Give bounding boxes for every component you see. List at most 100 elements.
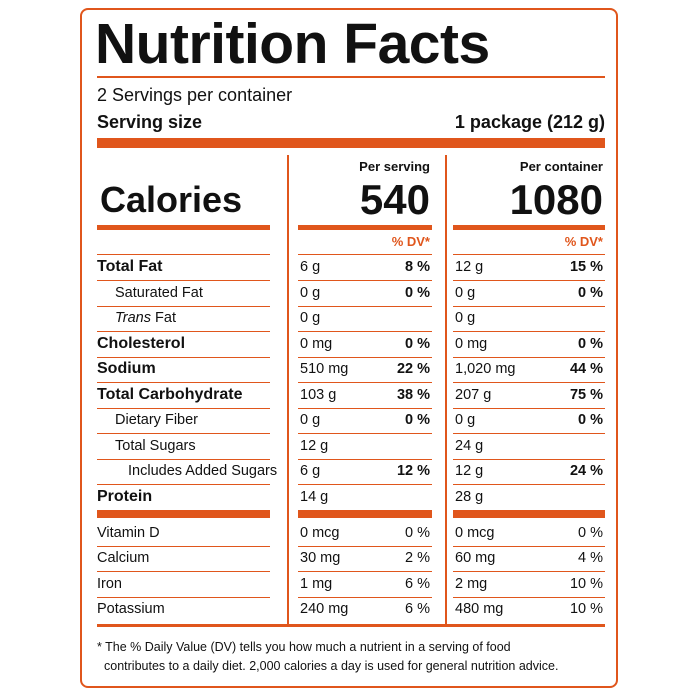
- thick-bar: [97, 138, 605, 148]
- amount: 240 mg: [300, 600, 349, 617]
- divider: [298, 596, 432, 598]
- amount: 0 g: [300, 412, 321, 428]
- amount: 0 mg: [455, 335, 488, 352]
- calories-value: 1080: [509, 176, 603, 223]
- nutrient-label-text: Total Carbohydrate: [97, 385, 243, 403]
- daily-value: 2 %: [405, 550, 430, 567]
- amount: 24 g: [455, 437, 484, 454]
- daily-value: 22 %: [396, 361, 430, 377]
- footnote: * The % Daily Value (DV) tells you how m…: [97, 640, 511, 654]
- nutrient-label-text: Dietary Fiber: [115, 412, 198, 428]
- divider: [453, 305, 605, 307]
- nutrient-label-text: Protein: [97, 487, 153, 505]
- amount: 1 mg: [300, 575, 333, 592]
- divider: [298, 546, 432, 548]
- daily-value: 0 %: [405, 284, 430, 301]
- amount: 480 mg: [455, 600, 504, 617]
- divider: [453, 433, 605, 435]
- divider: [298, 280, 432, 282]
- divider: [97, 382, 270, 384]
- nutrient-label: Sodium: [97, 359, 156, 379]
- divider: [453, 407, 605, 409]
- divider: [97, 331, 270, 333]
- divider: [298, 254, 432, 256]
- daily-value: 6 %: [405, 600, 430, 617]
- amount: 510 mg: [300, 361, 349, 377]
- divider: [453, 382, 605, 384]
- divider: [97, 596, 270, 598]
- nutrient-label: Calcium: [97, 548, 149, 568]
- divider: [298, 331, 432, 333]
- amount: 6 g: [300, 463, 321, 479]
- nutrient-label-text: Cholesterol: [97, 334, 186, 352]
- column-separator: [287, 155, 289, 625]
- divider: [453, 484, 605, 486]
- nutrient-label: Iron: [97, 574, 122, 594]
- nutrient-label-text: Total Sugars: [115, 437, 196, 454]
- daily-value: 15 %: [569, 259, 603, 275]
- divider: [453, 546, 605, 548]
- nutrient-label: Trans Fat: [115, 308, 176, 328]
- divider: [298, 571, 432, 573]
- nutrient-label: Saturated Fat: [115, 283, 203, 303]
- thick-bar: [453, 225, 605, 230]
- divider: [298, 458, 432, 460]
- nutrient-label: Cholesterol: [97, 334, 185, 354]
- divider: [453, 356, 605, 358]
- nutrient-label: Vitamin D: [97, 523, 160, 543]
- divider: [97, 76, 605, 78]
- daily-value: 24 %: [569, 463, 603, 479]
- nutrient-label-text: Fat: [155, 310, 176, 326]
- amount: 14 g: [300, 488, 329, 505]
- amount: 0 g: [300, 284, 321, 301]
- thick-bar: [298, 510, 432, 518]
- amount: 60 mg: [455, 550, 496, 567]
- amount: 0 mcg: [300, 525, 340, 541]
- nutrient-label: Total Sugars: [115, 436, 196, 456]
- daily-value: 44 %: [569, 361, 603, 377]
- nutrient-label: Protein: [97, 487, 152, 507]
- divider: [453, 458, 605, 460]
- divider: [97, 571, 270, 573]
- thick-bar: [97, 225, 270, 230]
- amount: 207 g: [455, 386, 492, 403]
- amount: 12 g: [300, 437, 329, 454]
- divider: [298, 484, 432, 486]
- divider: [97, 458, 270, 460]
- divider: [453, 596, 605, 598]
- nutrient-label: Includes Added Sugars: [128, 461, 277, 481]
- daily-value: 12 %: [396, 463, 430, 479]
- calories-value: 540: [359, 176, 430, 223]
- daily-value: 0 %: [405, 335, 430, 352]
- divider: [298, 382, 432, 384]
- divider: [298, 433, 432, 435]
- daily-value: 75 %: [569, 386, 603, 403]
- nutrient-label: Dietary Fiber: [115, 410, 198, 430]
- nutrient-label-text: Total Fat: [97, 258, 163, 275]
- amount: 1,020 mg: [455, 361, 516, 377]
- divider: [97, 280, 270, 282]
- daily-value: 8 %: [405, 259, 430, 275]
- daily-value: 4 %: [578, 550, 603, 567]
- daily-value: 10 %: [569, 575, 603, 592]
- thick-bar: [97, 510, 270, 518]
- daily-value: 38 %: [396, 386, 430, 403]
- calories-label: Calories: [100, 179, 243, 220]
- divider: [97, 305, 270, 307]
- divider: [453, 280, 605, 282]
- amount: 2 mg: [455, 575, 488, 592]
- daily-value: 0 %: [578, 335, 603, 352]
- amount: 0 mg: [300, 335, 333, 352]
- amount: 12 g: [455, 463, 484, 479]
- divider: [97, 356, 270, 358]
- daily-value: 0 %: [578, 412, 603, 428]
- divider: [298, 356, 432, 358]
- dv-header: % DV*: [391, 234, 430, 249]
- divider: [453, 331, 605, 333]
- amount: 0 mcg: [455, 525, 495, 541]
- footnote: contributes to a daily diet. 2,000 calor…: [104, 659, 559, 673]
- serving-size-label: Serving size: [97, 112, 203, 132]
- nutrient-label-italic: Trans: [115, 310, 151, 326]
- nutrient-label-text: Sodium: [97, 360, 156, 377]
